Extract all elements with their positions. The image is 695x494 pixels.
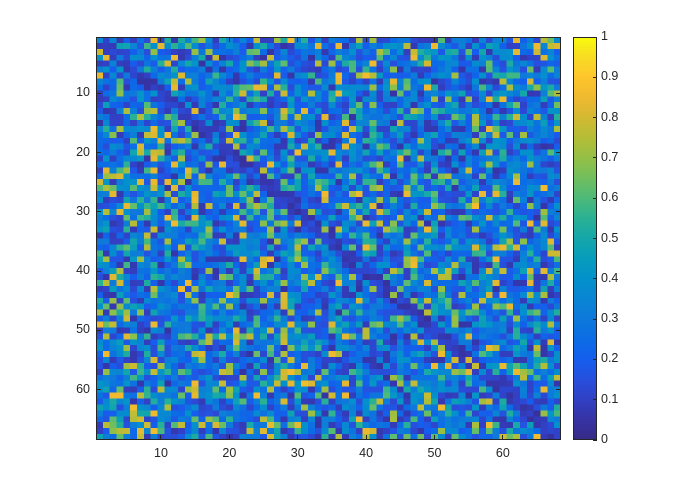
colorbar-tick-label: 0: [601, 432, 608, 446]
x-tick-label: 60: [495, 446, 510, 460]
x-tick-label: 50: [427, 446, 442, 460]
x-tick-mark-top: [433, 37, 435, 42]
y-tick-mark: [96, 389, 101, 391]
x-tick-label: 10: [154, 446, 168, 460]
colorbar-tick-label: 1: [601, 29, 608, 43]
y-tick-mark: [96, 92, 101, 94]
x-tick-mark: [502, 435, 504, 440]
colorbar-tick-mark: [593, 117, 597, 119]
y-tick-label: 40: [76, 263, 90, 278]
colorbar-tick-mark: [593, 358, 597, 360]
y-tick-label: 30: [76, 203, 90, 218]
colorbar-tick-label: 0.4: [601, 270, 619, 285]
x-tick-mark: [160, 435, 162, 440]
colorbar-tick-mark: [593, 399, 597, 401]
colorbar-tick-label: 0.1: [601, 391, 619, 406]
colorbar-tick-mark: [593, 278, 597, 280]
x-tick-label: 30: [290, 446, 305, 460]
colorbar-tick-mark: [593, 439, 597, 441]
colorbar-tick-label: 0.7: [601, 149, 619, 164]
y-tick-mark-right: [556, 389, 561, 391]
y-tick-label: 50: [76, 322, 90, 337]
colorbar-tick-mark: [593, 157, 597, 159]
y-tick-label: 60: [76, 381, 90, 396]
y-tick-mark-right: [556, 152, 561, 154]
heatmap-image: [96, 37, 561, 440]
colorbar-tick-mark: [593, 36, 597, 38]
x-tick-mark-top: [365, 37, 367, 42]
y-tick-mark-right: [556, 211, 561, 213]
x-tick-mark: [365, 435, 367, 440]
x-tick-mark: [433, 435, 435, 440]
colorbar-tick-label: 0.2: [601, 351, 619, 366]
colorbar-tick-label: 0.6: [601, 190, 619, 205]
y-tick-mark-right: [556, 92, 561, 94]
x-tick-mark-top: [297, 37, 299, 42]
x-tick-label: 20: [222, 446, 237, 460]
colorbar-tick-label: 0.8: [601, 109, 619, 124]
colorbar-tick-mark: [593, 76, 597, 78]
x-tick-mark-top: [228, 37, 230, 42]
x-tick-mark-top: [502, 37, 504, 42]
y-tick-mark: [96, 329, 101, 331]
colorbar-tick-mark: [593, 318, 597, 320]
y-tick-mark-right: [556, 329, 561, 331]
x-tick-mark: [297, 435, 299, 440]
y-tick-mark: [96, 152, 101, 154]
x-tick-label: 40: [359, 446, 374, 460]
colorbar-tick-mark: [593, 238, 597, 239]
x-tick-mark-top: [160, 37, 162, 42]
x-tick-mark: [228, 435, 230, 440]
colorbar-tick-label: 0.5: [601, 230, 619, 245]
y-tick-mark: [96, 270, 101, 272]
y-tick-label: 20: [76, 144, 90, 159]
colorbar-tick-label: 0.3: [601, 311, 619, 326]
colorbar-tick-label: 0.9: [601, 69, 619, 84]
y-tick-label: 10: [76, 85, 90, 100]
colorbar-tick-mark: [593, 197, 597, 199]
y-tick-mark-right: [556, 270, 561, 272]
y-tick-mark: [96, 211, 101, 213]
